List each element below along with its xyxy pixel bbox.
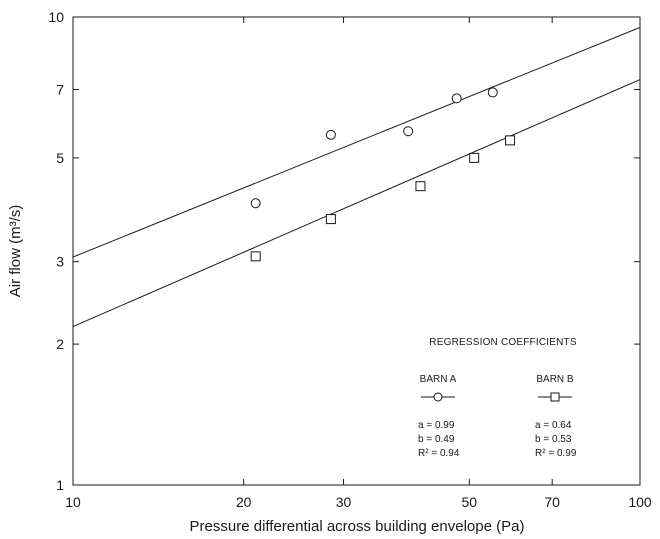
x-tick-label: 30 bbox=[336, 494, 352, 510]
legend-title: REGRESSION COEFFICIENTS bbox=[429, 337, 577, 348]
y-tick-label: 1 bbox=[56, 477, 64, 493]
legend-marker-barn-a bbox=[433, 392, 443, 402]
data-point-barn-b bbox=[415, 181, 426, 192]
legend-label-barn-a: BARN A bbox=[420, 374, 457, 385]
regression-line-barn-a bbox=[72, 26, 641, 258]
axis-ticks: 10 20 30 50 70 100 1 2 3 5 7 10 bbox=[48, 9, 651, 510]
y-tick-label: 7 bbox=[56, 81, 64, 97]
regression-line-barn-b bbox=[72, 79, 641, 328]
legend-label-barn-b: BARN B bbox=[536, 374, 574, 385]
legend-stat-barn-b: b = 0.53 bbox=[535, 434, 572, 445]
legend-stat-barn-a: b = 0.49 bbox=[418, 434, 455, 445]
legend-stat-barn-b: a = 0.64 bbox=[535, 420, 572, 431]
y-axis-title: Air flow (m³/s) bbox=[7, 205, 24, 298]
legend-marker-barn-b bbox=[550, 392, 560, 402]
y-tick-label: 10 bbox=[48, 9, 64, 25]
data-point-barn-b bbox=[325, 214, 336, 225]
y-tick-label: 5 bbox=[56, 150, 64, 166]
x-tick-label: 70 bbox=[544, 494, 560, 510]
data-point-barn-b bbox=[469, 152, 480, 163]
data-point-barn-a bbox=[403, 126, 414, 137]
plot-area bbox=[72, 16, 641, 486]
legend-stat-barn-b: R² = 0.99 bbox=[535, 448, 577, 459]
legend: REGRESSION COEFFICIENTS BARN A a = 0.99 b =… bbox=[418, 337, 577, 459]
x-tick-label: 20 bbox=[236, 494, 252, 510]
data-point-barn-b bbox=[250, 251, 261, 262]
x-tick-label: 100 bbox=[628, 494, 652, 510]
legend-stat-barn-a: a = 0.99 bbox=[418, 420, 455, 431]
x-tick-label: 50 bbox=[462, 494, 478, 510]
legend-stat-barn-a: R² = 0.94 bbox=[418, 448, 460, 459]
data-point-barn-b bbox=[505, 135, 516, 146]
data-point-barn-a bbox=[250, 198, 261, 209]
x-tick-label: 10 bbox=[65, 494, 81, 510]
regression-lines bbox=[72, 26, 641, 328]
data-point-barn-a bbox=[325, 129, 336, 140]
y-tick-label: 2 bbox=[56, 336, 64, 352]
x-axis-title: Pressure differential across building en… bbox=[190, 518, 525, 535]
data-points bbox=[250, 87, 516, 262]
data-point-barn-a bbox=[451, 93, 462, 104]
data-point-barn-a bbox=[487, 87, 498, 98]
y-tick-label: 3 bbox=[56, 254, 64, 270]
